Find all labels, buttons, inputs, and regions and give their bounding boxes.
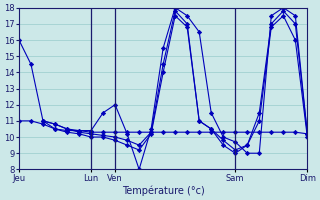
X-axis label: Température (°c): Température (°c)	[122, 185, 204, 196]
